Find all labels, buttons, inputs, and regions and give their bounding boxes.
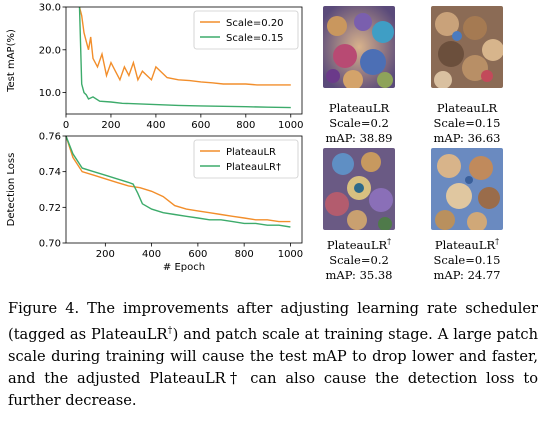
- thumbnail-map: mAP: 36.63: [433, 130, 501, 145]
- thumbnail-caption-4: PlateauLR† Scale=0.15 mAP: 24.77: [412, 234, 522, 283]
- series-line-0: [65, 135, 291, 223]
- adversarial-patch-image-2: [431, 6, 503, 88]
- thumbnail-map: mAP: 38.89: [325, 130, 393, 145]
- y-tick-label: 10.0: [39, 88, 61, 99]
- y-tick-label: 30.0: [39, 3, 61, 14]
- thumbnail-method: PlateauLR: [436, 100, 498, 115]
- legend-label: Scale=0.15: [226, 33, 284, 44]
- series-line-0: [78, 6, 291, 86]
- adversarial-patch-image-4: [431, 148, 503, 230]
- y-tick-label: 0.74: [39, 167, 61, 178]
- y-axis-label: Test mAP(%): [6, 29, 17, 93]
- series-line-1: [78, 6, 291, 109]
- x-tick-label: 400: [142, 249, 161, 260]
- x-tick-label: 400: [146, 120, 165, 131]
- series-line-1: [65, 135, 291, 228]
- thumbnail-scale: Scale=0.15: [433, 252, 501, 267]
- x-tick-label: 800: [235, 249, 254, 260]
- legend-box: [193, 10, 299, 50]
- thumbnail-map: mAP: 24.77: [433, 267, 501, 282]
- thumbnail-caption-3: PlateauLR† Scale=0.2 mAP: 35.38: [304, 234, 414, 283]
- legend-label: PlateauLR: [226, 147, 276, 158]
- legend-label: PlateauLR†: [226, 162, 281, 173]
- x-tick-label: 0: [63, 120, 69, 131]
- thumbnail-scale: Scale=0.2: [329, 252, 389, 267]
- x-tick-label: 600: [188, 249, 207, 260]
- legend-label: Scale=0.20: [226, 18, 284, 29]
- thumbnail-method: PlateauLR†: [326, 237, 392, 252]
- legend-box: [193, 139, 299, 179]
- test-map-chart: 0 200 400 600 800 1000 10.0 20.0 30.0 Test mAP(%)…: [6, 3, 303, 132]
- thumbnail-caption-2: PlateauLR Scale=0.15 mAP: 36.63: [412, 97, 522, 146]
- x-tick-label: 200: [101, 120, 120, 131]
- x-tick-label: 1000: [278, 120, 303, 131]
- plot-frame: [65, 135, 303, 244]
- x-tick-label: 800: [236, 120, 255, 131]
- adversarial-patch-image-3: [323, 148, 395, 230]
- y-axis-label: Detection Loss: [6, 153, 17, 227]
- y-tick-label: 20.0: [39, 45, 61, 56]
- figure-caption: Figure 4. The improvements after adjusti…: [8, 300, 539, 409]
- detection-loss-chart: 200 400 600 800 1000 0.70 0.72 0.74 0.76 Detectio…: [6, 132, 303, 273]
- x-tick-label: 600: [191, 120, 210, 131]
- plot-frame: [65, 6, 303, 115]
- thumbnail-method: PlateauLR†: [434, 237, 500, 252]
- thumbnail-scale: Scale=0.2: [329, 115, 389, 130]
- y-tick-label: 0.70: [39, 239, 61, 250]
- x-tick-label: 1000: [278, 249, 303, 260]
- x-tick-label: 200: [96, 249, 115, 260]
- thumbnail-scale: Scale=0.15: [433, 115, 501, 130]
- thumbnail-map: mAP: 35.38: [325, 267, 393, 282]
- thumbnail-method: PlateauLR: [328, 100, 390, 115]
- y-tick-label: 0.72: [39, 203, 61, 214]
- thumbnail-caption-1: PlateauLR Scale=0.2 mAP: 38.89: [304, 97, 414, 146]
- y-tick-label: 0.76: [39, 132, 61, 143]
- adversarial-patch-image-1: [323, 6, 395, 88]
- x-axis-label: # Epoch: [163, 262, 205, 273]
